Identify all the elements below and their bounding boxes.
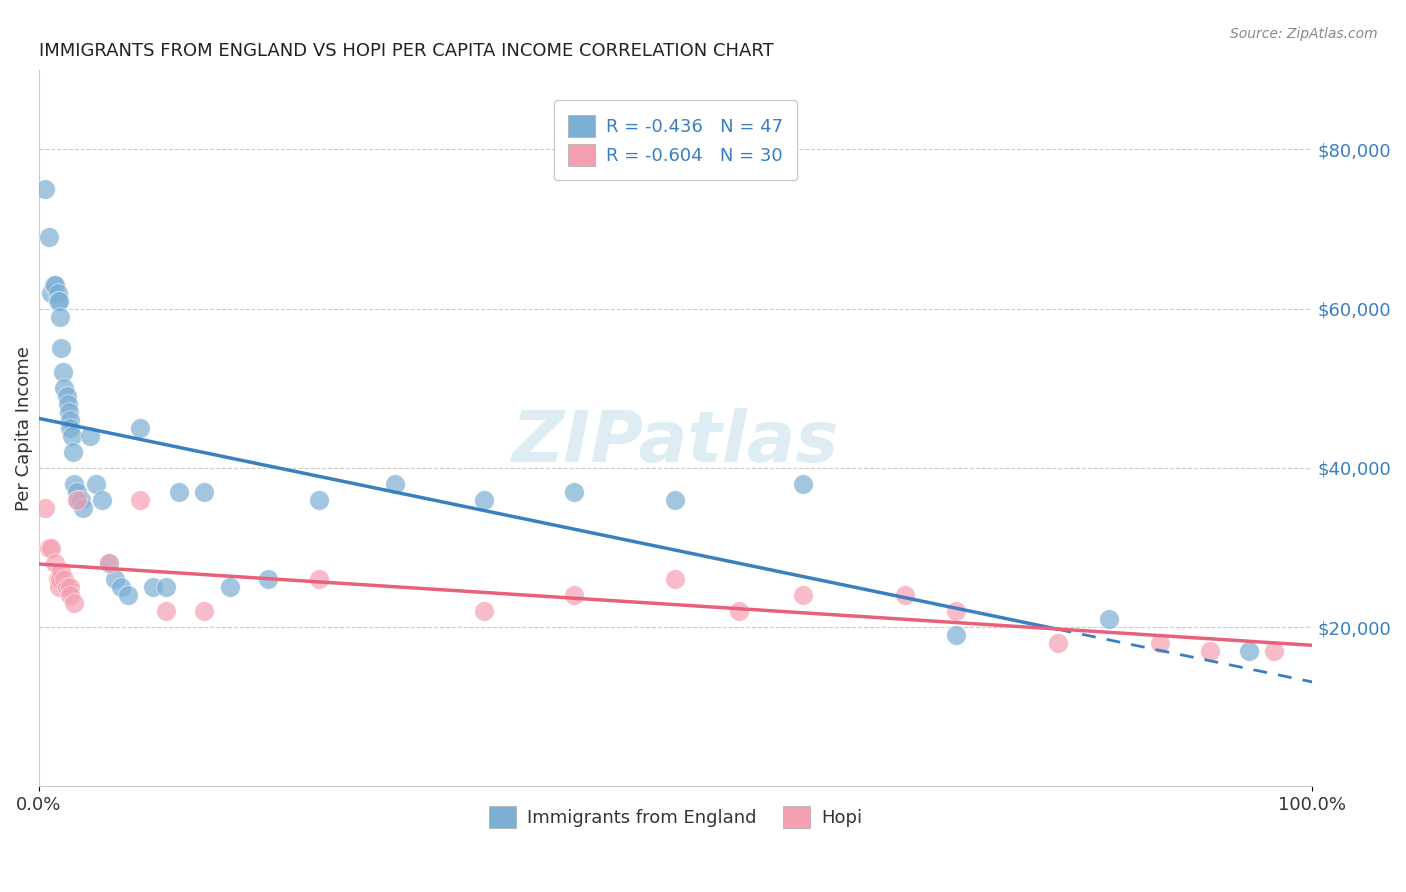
Point — [562, 484, 585, 499]
Point — [48, 293, 70, 308]
Point — [79, 429, 101, 443]
Point — [894, 588, 917, 602]
Text: ZIPatlas: ZIPatlas — [512, 408, 839, 477]
Point — [474, 492, 496, 507]
Point — [34, 182, 56, 196]
Point — [117, 588, 139, 602]
Point — [562, 588, 585, 602]
Point — [34, 500, 56, 515]
Point — [257, 573, 280, 587]
Point — [1046, 636, 1069, 650]
Point — [1263, 644, 1285, 658]
Point — [39, 285, 62, 300]
Point — [66, 484, 89, 499]
Point — [945, 628, 967, 642]
Point — [664, 492, 686, 507]
Point — [1149, 636, 1171, 650]
Point — [67, 492, 90, 507]
Point — [193, 604, 215, 618]
Point — [38, 541, 60, 555]
Point — [129, 421, 152, 435]
Point — [1237, 644, 1260, 658]
Point — [193, 484, 215, 499]
Point — [46, 573, 69, 587]
Point — [72, 500, 94, 515]
Point — [53, 573, 76, 587]
Y-axis label: Per Capita Income: Per Capita Income — [15, 345, 32, 510]
Point — [792, 588, 814, 602]
Legend: Immigrants from England, Hopi: Immigrants from England, Hopi — [481, 798, 869, 835]
Point — [59, 421, 82, 435]
Point — [62, 445, 84, 459]
Point — [52, 365, 75, 379]
Point — [49, 310, 72, 324]
Point — [42, 277, 65, 292]
Point — [218, 580, 240, 594]
Point — [51, 565, 73, 579]
Point — [384, 476, 406, 491]
Point — [155, 580, 177, 594]
Point — [53, 381, 76, 395]
Point — [44, 557, 66, 571]
Point — [46, 285, 69, 300]
Point — [308, 492, 330, 507]
Point — [59, 413, 82, 427]
Point — [945, 604, 967, 618]
Point — [1199, 644, 1222, 658]
Point — [728, 604, 751, 618]
Point — [38, 230, 60, 244]
Point — [474, 604, 496, 618]
Point — [51, 342, 73, 356]
Point — [39, 541, 62, 555]
Point — [97, 557, 120, 571]
Point — [308, 573, 330, 587]
Point — [129, 492, 152, 507]
Point — [66, 492, 89, 507]
Point — [63, 596, 86, 610]
Point — [167, 484, 190, 499]
Point — [155, 604, 177, 618]
Point — [49, 573, 72, 587]
Point — [104, 573, 127, 587]
Point — [1097, 612, 1119, 626]
Text: Source: ZipAtlas.com: Source: ZipAtlas.com — [1230, 27, 1378, 41]
Point — [59, 580, 82, 594]
Point — [142, 580, 165, 594]
Point — [792, 476, 814, 491]
Point — [48, 580, 70, 594]
Point — [56, 397, 79, 411]
Point — [58, 405, 80, 419]
Point — [664, 573, 686, 587]
Point — [97, 557, 120, 571]
Point — [59, 588, 82, 602]
Point — [46, 293, 69, 308]
Point — [110, 580, 132, 594]
Point — [63, 476, 86, 491]
Point — [69, 492, 91, 507]
Point — [55, 580, 77, 594]
Text: IMMIGRANTS FROM ENGLAND VS HOPI PER CAPITA INCOME CORRELATION CHART: IMMIGRANTS FROM ENGLAND VS HOPI PER CAPI… — [38, 42, 773, 60]
Point — [91, 492, 114, 507]
Point — [55, 389, 77, 403]
Point — [84, 476, 107, 491]
Point — [60, 429, 83, 443]
Point — [44, 277, 66, 292]
